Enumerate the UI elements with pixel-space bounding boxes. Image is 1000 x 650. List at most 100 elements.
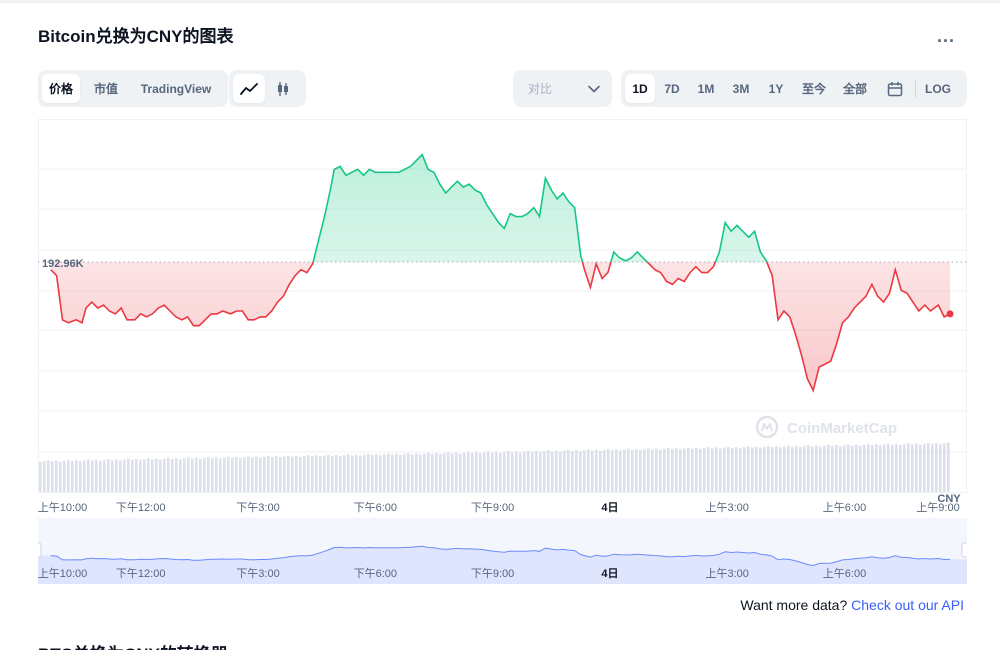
range-ytd[interactable]: 至今 (801, 82, 826, 96)
baseline-label: 192.96K (42, 258, 84, 270)
volume-bar (247, 456, 250, 492)
volume-bar (595, 449, 598, 492)
range-all[interactable]: 全部 (842, 82, 867, 96)
volume-bar (367, 453, 370, 492)
volume-bar (387, 453, 390, 492)
volume-bar (411, 454, 414, 492)
price-line-down (50, 262, 951, 393)
volume-bar (191, 458, 194, 492)
volume-bar (551, 451, 554, 492)
volume-bar (931, 443, 934, 492)
volume-bar (563, 450, 566, 492)
x-tick-label: 上午3:00 (705, 501, 748, 514)
volume-bar (871, 445, 874, 492)
volume-bar (459, 453, 462, 492)
navigator-left-handle[interactable] (34, 542, 42, 558)
more-options-button[interactable]: ... (937, 26, 956, 46)
tab-tradingview[interactable]: TradingView (140, 81, 212, 96)
line-chart-icon (240, 82, 258, 95)
api-note-text: Want more data? (740, 597, 852, 613)
volume-bar (555, 450, 558, 492)
currency-label: CNY (937, 493, 961, 505)
volume-bar (907, 443, 910, 492)
price-line-up (312, 153, 768, 262)
compare-label: 对比 (528, 82, 553, 96)
price-chart[interactable]: CoinMarketCap 192.96K 上午10:00 下午12:00 下午3:… (34, 119, 969, 584)
navigator-right-handle[interactable] (961, 542, 969, 558)
volume-bar (675, 448, 678, 492)
volume-bar (271, 457, 274, 492)
api-link[interactable]: Check out our API (851, 597, 964, 613)
volume-bar (547, 450, 550, 492)
volume-bar (851, 445, 854, 492)
price-chart-svg[interactable]: CoinMarketCap 192.96K 上午10:00 下午12:00 下午3:… (34, 119, 969, 584)
volume-bar (339, 456, 342, 492)
volume-bar (879, 445, 882, 492)
volume-bar (651, 449, 654, 492)
x-tick-label: 上午9:00 (916, 501, 959, 514)
volume-bar (295, 455, 298, 492)
volume-bar (891, 444, 894, 492)
volume-bar (351, 455, 354, 492)
volume-bar (819, 446, 822, 492)
navigator-tick-label: 下午6:00 (354, 567, 397, 580)
volume-bar (123, 459, 126, 492)
volume-bar (695, 447, 698, 492)
tab-market-cap[interactable]: 市值 (93, 82, 118, 96)
volume-bar (243, 457, 246, 492)
volume-bar (719, 448, 722, 492)
navigator-area (38, 546, 967, 584)
range-navigator[interactable]: 上午10:00 下午12:00 下午3:00 下午6:00 下午9:00 4日 上午3:00… (34, 518, 969, 584)
volume-bar (939, 444, 942, 492)
volume-bar (499, 452, 502, 492)
volume-bar (919, 444, 922, 492)
x-axis-ticks: 上午10:00 下午12:00 下午3:00 下午6:00 下午9:00 4日 上午3:00… (38, 501, 960, 514)
volume-bar (599, 450, 602, 492)
range-3m[interactable]: 3M (732, 81, 750, 96)
volume-bar (715, 447, 718, 492)
volume-bar (643, 449, 646, 492)
compare-dropdown[interactable]: 对比 (513, 70, 612, 107)
range-1y[interactable]: 1Y (768, 81, 784, 96)
volume-bar (507, 451, 510, 492)
range-1m[interactable]: 1M (697, 81, 715, 96)
candlestick-button[interactable] (265, 74, 301, 103)
volume-bar (119, 460, 122, 492)
volume-bar (587, 449, 590, 492)
calendar-button[interactable] (875, 74, 915, 103)
volume-bar (147, 458, 150, 492)
volume-bar (427, 452, 430, 492)
navigator-ticks: 上午10:00 下午12:00 下午3:00 下午6:00 下午9:00 4日 上午3:00… (38, 567, 866, 580)
line-chart-button[interactable] (233, 74, 265, 103)
volume-bar (911, 444, 914, 492)
volume-bar (311, 456, 314, 492)
range-divider (915, 79, 916, 98)
volume-bar (95, 459, 98, 492)
volume-bar (475, 452, 478, 492)
volume-bar (439, 454, 442, 492)
volume-bar (87, 459, 90, 492)
range-1d[interactable]: 1D (625, 74, 655, 103)
volume-bar (843, 445, 846, 492)
volume-bar (455, 452, 458, 492)
volume-bar (419, 454, 422, 492)
volume-bar (583, 450, 586, 492)
volume-bar (315, 455, 318, 492)
range-7d[interactable]: 7D (664, 81, 680, 96)
volume-bar (203, 457, 206, 492)
log-scale-button[interactable]: LOG (925, 81, 951, 96)
calendar-icon (887, 81, 903, 96)
volume-bar (663, 448, 666, 492)
volume-bar (611, 450, 614, 492)
volume-bar (39, 462, 42, 492)
last-price-point (946, 310, 954, 318)
tab-price[interactable]: 价格 (42, 74, 80, 103)
volume-bar (199, 458, 202, 492)
volume-bar (727, 446, 730, 492)
volume-bar (755, 446, 758, 492)
volume-bar (863, 444, 866, 492)
volume-bar (335, 454, 338, 492)
volume-bar (511, 452, 514, 492)
volume-bar (503, 452, 506, 492)
coinmarketcap-logo-icon (755, 415, 779, 439)
